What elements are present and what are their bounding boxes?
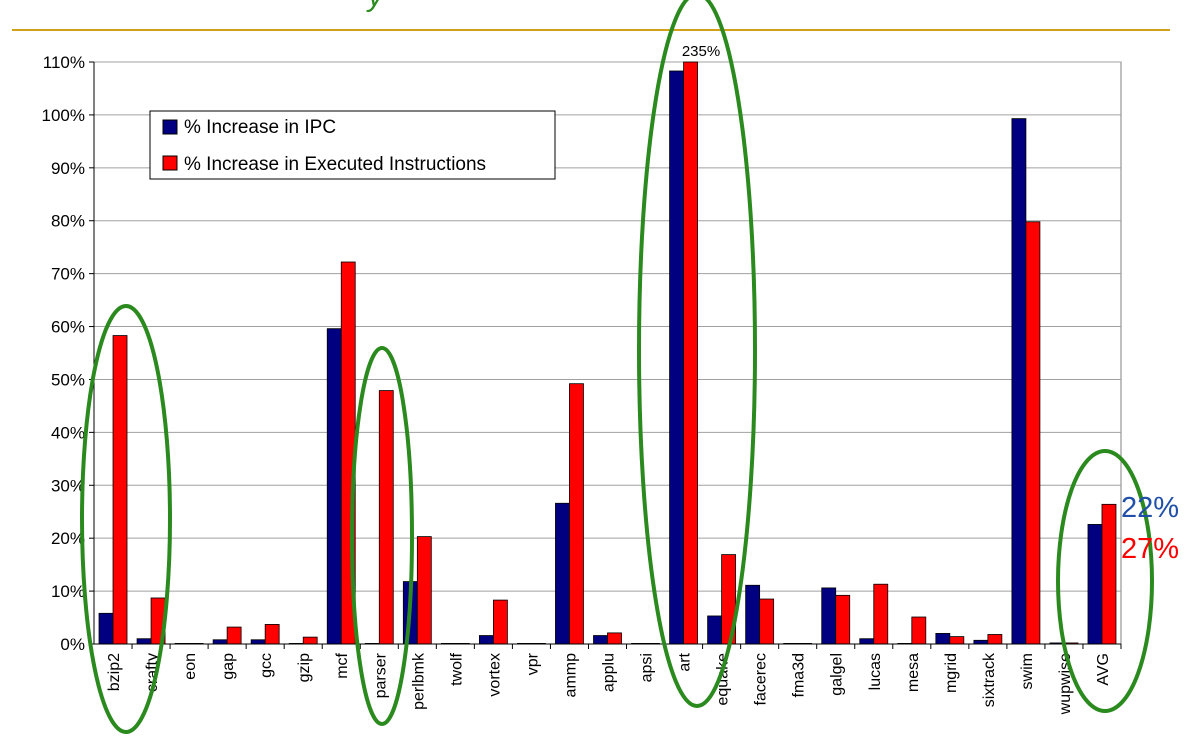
x-tick-label-mcf: mcf: [334, 652, 351, 678]
x-tick-label-parser: parser: [372, 652, 389, 698]
y-tick-label: 20%: [51, 529, 85, 548]
highlight-ellipse-avg: [1056, 449, 1154, 713]
x-tick-label-ammp: ammp: [562, 653, 579, 698]
bar-ipc-lucas: [859, 638, 875, 645]
bar-ipc-applu: [593, 635, 608, 645]
x-tick-label-gzip: gzip: [296, 653, 313, 682]
bar-ipc-facerec: [745, 584, 761, 645]
bar-instructions-bzip2: [112, 335, 128, 645]
bar-ipc-sixtrack: [973, 639, 989, 645]
title-fragment: y: [366, 0, 385, 13]
bar-instructions-swim: [1025, 221, 1041, 645]
bar-instructions-gap: [226, 626, 242, 645]
x-tick-label-fma3d: fma3d: [791, 653, 808, 697]
bar-instructions-perlbmk: [416, 536, 432, 645]
legend-swatch-instructions: [162, 155, 178, 171]
x-tick-label-perlbmk: perlbmk: [410, 652, 427, 710]
bar-instructions-gcc: [264, 624, 280, 645]
legend: % Increase in IPC % Increase in Executed…: [149, 110, 556, 180]
y-axis-tick-labels: 0% 10% 20% 30% 40% 50% 60% 70% 80% 90% 100% 110%: [42, 53, 94, 654]
x-tick-label-AVG: AVG: [1095, 653, 1112, 686]
bar-ipc-ammp: [555, 502, 570, 645]
bar-ipc-AVG: [1087, 524, 1103, 645]
y-tick-label: 0%: [60, 635, 85, 654]
bar-ipc-mgrid: [935, 633, 951, 645]
x-tick-label-galgel: galgel: [829, 653, 846, 696]
x-tick-label-twolf: twolf: [448, 652, 465, 685]
art-overflow-label: 235%: [682, 43, 720, 60]
x-tick-label-bzip2: bzip2: [106, 653, 123, 691]
y-tick-label: 80%: [51, 212, 85, 231]
legend-label-ipc: % Increase in IPC: [184, 117, 336, 138]
y-tick-label: 100%: [42, 106, 85, 125]
y-tick-label: 70%: [51, 265, 85, 284]
bars: [98, 61, 1117, 645]
x-tick-label-gap: gap: [220, 653, 237, 680]
bar-ipc-vortex: [478, 635, 494, 645]
x-tick-label-lucas: lucas: [867, 653, 884, 690]
highlight-ellipse-art: [637, 0, 757, 708]
bar-ipc-equake: [707, 615, 723, 645]
legend-swatch-ipc: [162, 119, 178, 135]
highlight-ellipse-parser: [350, 346, 414, 726]
bar-instructions-ammp: [569, 383, 584, 645]
x-tick-label-facerec: facerec: [753, 653, 770, 705]
bar-instructions-mesa: [911, 616, 927, 645]
y-tick-label: 90%: [51, 159, 85, 178]
bar-instructions-vortex: [492, 599, 508, 645]
x-tick-label-equake: equake: [715, 653, 732, 706]
bar-instructions-gzip: [302, 636, 318, 645]
highlight-ellipses: [80, 0, 1154, 734]
bar-ipc-mcf: [326, 328, 342, 645]
y-tick-label: 10%: [51, 582, 85, 601]
bar-instructions-applu: [607, 632, 622, 645]
y-tick-label: 110%: [43, 53, 85, 72]
bar-instructions-parser: [378, 390, 394, 645]
y-tick-label: 60%: [51, 318, 85, 337]
bar-instructions-mgrid: [949, 636, 965, 645]
y-tick-label: 50%: [51, 370, 85, 389]
x-tick-label-mesa: mesa: [905, 653, 922, 692]
x-tick-label-wupwise: wupwise: [1057, 653, 1074, 715]
bar-ipc-gcc: [250, 639, 266, 645]
bar-ipc-crafty: [136, 638, 152, 645]
x-axis-tick-labels: bzip2 crafty eon gap gcc gzip mcf parser perlbmk…: [106, 644, 1122, 715]
legend-box: [149, 110, 556, 180]
x-tick-label-vortex: vortex: [486, 653, 503, 697]
x-tick-label-vpr: vpr: [524, 652, 541, 675]
x-tick-label-gcc: gcc: [258, 653, 275, 678]
y-tick-label: 30%: [51, 476, 85, 495]
bar-ipc-galgel: [821, 587, 837, 645]
bar-instructions-galgel: [835, 594, 851, 645]
x-tick-label-art: art: [677, 652, 694, 671]
bar-instructions-lucas: [873, 583, 889, 645]
x-tick-label-swim: swim: [1019, 653, 1036, 689]
legend-label-instructions: % Increase in Executed Instructions: [184, 154, 486, 175]
bar-instructions-sixtrack: [987, 634, 1003, 645]
bar-instructions-AVG: [1101, 503, 1117, 645]
bar-instructions-facerec: [759, 598, 775, 645]
y-tick-label: 40%: [51, 423, 85, 442]
avg-instructions-callout: 27%: [1121, 533, 1179, 565]
x-tick-label-applu: applu: [601, 653, 618, 692]
bar-ipc-gap: [212, 639, 228, 645]
x-tick-label-sixtrack: sixtrack: [981, 652, 998, 707]
bar-ipc-bzip2: [98, 612, 114, 645]
bar-ipc-swim: [1011, 118, 1027, 645]
x-tick-label-eon: eon: [182, 653, 199, 680]
bar-instructions-art: [683, 61, 698, 645]
bar-ipc-art: [669, 70, 684, 645]
x-tick-label-apsi: apsi: [639, 653, 656, 682]
highlight-ellipse-bzip2: [80, 304, 172, 734]
avg-ipc-callout: 22%: [1121, 492, 1179, 524]
x-tick-label-mgrid: mgrid: [943, 653, 960, 693]
